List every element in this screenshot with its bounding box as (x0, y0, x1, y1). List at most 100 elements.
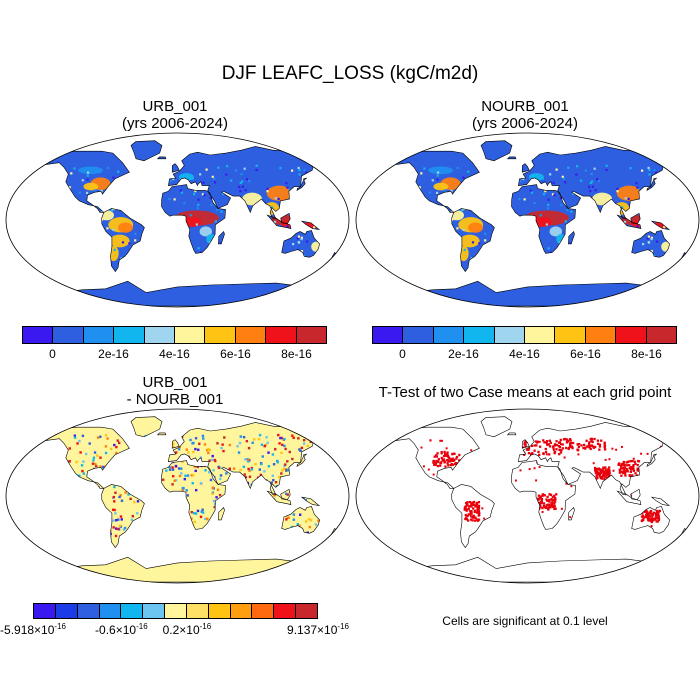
significant-cell (598, 468, 602, 471)
diff-cell (306, 444, 309, 448)
significant-cell (617, 463, 620, 466)
colorbar-cell (464, 327, 495, 343)
field-cell (205, 168, 208, 171)
diff-cell (251, 441, 254, 444)
coastline (521, 163, 530, 173)
field-cell (303, 169, 306, 172)
significant-cell (621, 463, 624, 467)
diff-cell (280, 436, 283, 440)
significant-cell (545, 441, 548, 444)
significant-cell (618, 469, 622, 472)
diff-cell (114, 512, 117, 515)
significant-cell (447, 456, 450, 459)
field-cell (607, 198, 610, 201)
diff-cell (171, 468, 175, 471)
diff-cell (92, 456, 96, 459)
field-cell (297, 240, 300, 244)
field-cell (296, 237, 299, 240)
field-cell (449, 170, 452, 174)
coastline (156, 432, 167, 436)
significant-cell (585, 439, 588, 442)
field-cell (292, 242, 295, 246)
field-cell (81, 179, 84, 182)
significant-cell (539, 495, 543, 498)
diff-cell (257, 437, 261, 441)
field-cell (539, 214, 542, 217)
significant-cell (565, 482, 568, 485)
field-cell (246, 178, 249, 181)
significant-cell (553, 443, 557, 446)
significant-cell (465, 502, 468, 505)
significant-cell (595, 472, 599, 475)
field-cell (563, 181, 567, 184)
significant-cell (466, 504, 469, 507)
diff-cell (73, 434, 77, 437)
panel-title-nourb: NOURB_001 (yrs 2006-2024) (425, 98, 625, 132)
field-cell (239, 189, 242, 193)
significant-cell (598, 475, 602, 478)
map-border (5, 408, 350, 584)
significant-cell (468, 505, 471, 508)
diff-cell (248, 475, 252, 478)
significant-cell (546, 499, 549, 502)
field-cell (435, 191, 439, 195)
significant-cell (542, 502, 546, 505)
diff-cell (82, 472, 86, 475)
significant-cell (588, 446, 591, 449)
diff-cell (120, 499, 124, 502)
diff-cell (106, 437, 109, 440)
coastline (171, 163, 180, 173)
significant-cell (561, 447, 565, 450)
diff-cell (217, 466, 221, 470)
diff-cell (112, 526, 115, 529)
colorbar-cell (53, 327, 84, 343)
diff-cell (115, 445, 118, 449)
colorbar-tick-label: -5.918×10-16 (0, 622, 66, 637)
significant-cell (623, 466, 626, 469)
colorbar-cell (252, 604, 275, 618)
diff-cell (247, 458, 250, 461)
significant-cell (544, 447, 547, 451)
significant-cell (592, 446, 596, 449)
coastline (451, 484, 495, 549)
land-uk (522, 163, 530, 173)
field-cell (241, 180, 244, 183)
field-cell (549, 173, 552, 176)
diff-cell (213, 505, 216, 509)
diff-cell (190, 474, 194, 477)
land-eurasia (168, 146, 325, 219)
diff-cell (267, 465, 271, 468)
significant-cell (649, 518, 653, 522)
significant-cell (648, 511, 652, 515)
significant-cell (458, 459, 461, 462)
main-title: DJF LEAFC_LOSS (kgC/m2d) (221, 63, 479, 84)
field-cell (78, 191, 81, 194)
diff-cell (94, 462, 97, 466)
significant-cell (553, 494, 556, 497)
coastline (296, 177, 307, 192)
panel-title-ttest: T-Test of two Case means at each grid po… (378, 384, 672, 401)
significant-cell (576, 443, 579, 446)
diff-cell (260, 443, 264, 446)
diff-cell (109, 447, 113, 451)
field-cell (624, 197, 627, 200)
diff-cell (280, 472, 283, 475)
field-cell (559, 197, 562, 200)
field-cell (561, 175, 564, 178)
coastline (646, 177, 657, 192)
field-cell (663, 226, 666, 229)
field-cell (640, 169, 644, 172)
field-cell (576, 165, 579, 168)
diff-cell (185, 448, 188, 451)
coastline (156, 156, 167, 160)
colorbar-tick-label: 6e-16 (570, 347, 601, 361)
significant-cell (559, 438, 562, 442)
significant-cell (603, 443, 606, 446)
colorbar-cell (144, 327, 176, 343)
diff-cell (116, 439, 119, 442)
diff-cell (213, 458, 217, 462)
field-cell (203, 194, 206, 197)
colorbar-cell (230, 604, 253, 618)
significant-cell (552, 447, 555, 450)
diff-cell (307, 517, 311, 521)
